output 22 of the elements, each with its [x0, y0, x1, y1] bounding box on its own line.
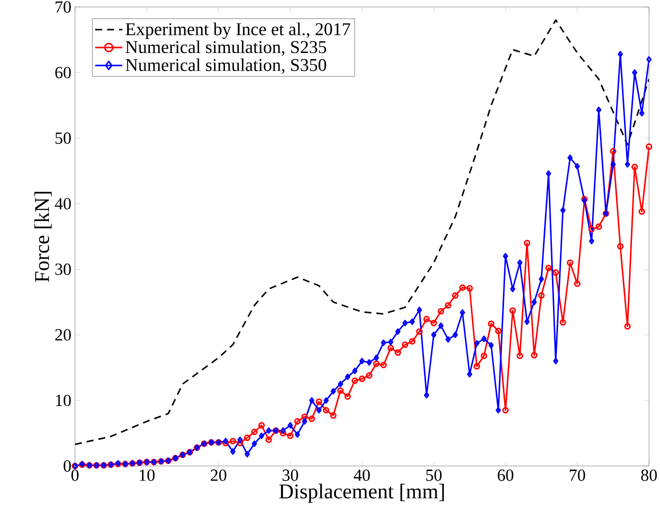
- x-tick-label: 10: [140, 470, 155, 481]
- legend-label: Numerical simulation, S235: [126, 40, 326, 56]
- y-tick-label: 70: [56, 1, 71, 13]
- y-tick-label: 50: [56, 132, 71, 144]
- x-tick-label: 70: [570, 470, 586, 481]
- x-tick-label: 50: [426, 470, 442, 481]
- y-tick-label: 40: [54, 198, 71, 210]
- y-tick-label: 20: [55, 329, 71, 341]
- x-tick-label: 20: [210, 470, 226, 481]
- x-tick-label: 80: [641, 470, 657, 481]
- x-tick-label: 30: [282, 470, 298, 481]
- x-tick-label: 40: [354, 470, 370, 481]
- x-tick-label: 60: [498, 470, 514, 481]
- legend-label: Experiment by Ince et al., 2017: [126, 22, 350, 39]
- y-tick-label: 0: [64, 460, 71, 472]
- x-axis-title: Displacement [mm]: [279, 484, 444, 503]
- legend-label: Numerical simulation, S350: [126, 58, 326, 74]
- y-axis-title: Force [kN]: [34, 192, 52, 282]
- y-tick-label: 30: [55, 264, 71, 275]
- x-tick-label: 0: [71, 470, 79, 481]
- y-tick-label: 10: [56, 394, 71, 406]
- y-tick-label: 60: [55, 66, 71, 78]
